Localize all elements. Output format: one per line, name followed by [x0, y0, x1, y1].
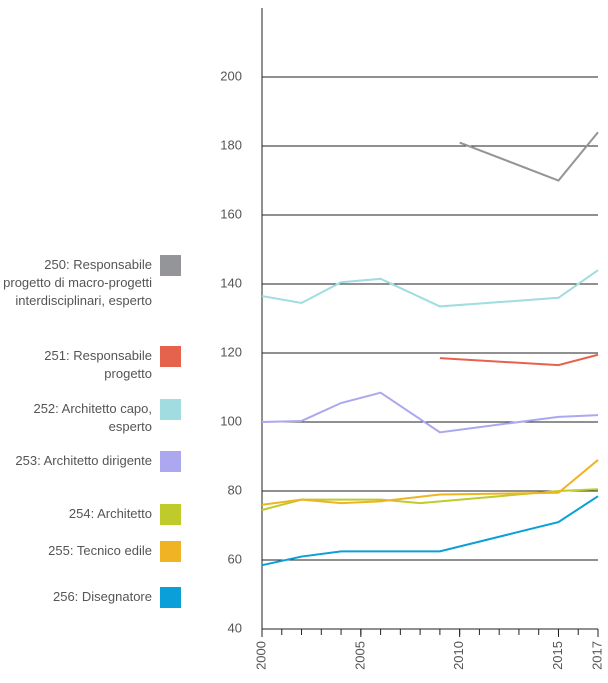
legend-label: 252: Architetto capo, esperto — [33, 401, 152, 434]
series-line — [261, 391, 599, 434]
y-tick-label: 200 — [220, 68, 242, 83]
x-tick-label: 2015 — [550, 641, 565, 670]
legend-label: 255: Tecnico edile — [48, 543, 152, 558]
y-tick-label: 100 — [220, 413, 242, 428]
legend-swatch — [160, 504, 181, 525]
legend-label: 256: Disegnatore — [52, 589, 152, 604]
legend-swatch — [160, 399, 181, 420]
legend-label: 254: Architetto — [68, 506, 152, 521]
legend-item: 255: Tecnico edile — [0, 541, 181, 562]
legend-item: 256: Disegnatore — [0, 587, 181, 608]
x-tick-label: 2010 — [451, 641, 466, 670]
legend-swatch — [160, 451, 181, 472]
series-line — [459, 131, 599, 182]
y-tick-label: 120 — [220, 344, 242, 359]
legend-item: 250: Responsabile progetto di macro-prog… — [0, 255, 181, 310]
x-tick-label: 2017 — [589, 641, 604, 670]
y-tick-label: 140 — [220, 275, 242, 290]
series-line — [261, 495, 599, 567]
series-line — [261, 269, 599, 308]
y-tick-label: 80 — [228, 482, 242, 497]
series-line — [439, 353, 599, 367]
legend-swatch — [160, 587, 181, 608]
y-tick-label: 60 — [228, 551, 242, 566]
legend-item: 254: Architetto — [0, 504, 181, 525]
y-tick-label: 180 — [220, 137, 242, 152]
x-tick-label: 2000 — [253, 641, 268, 670]
legend-swatch — [160, 541, 181, 562]
y-tick-label: 40 — [228, 620, 242, 635]
legend-item: 252: Architetto capo, esperto — [0, 399, 181, 436]
legend-swatch — [160, 255, 181, 276]
legend-label: 251: Responsabile progetto — [44, 348, 152, 381]
y-tick-label: 160 — [220, 206, 242, 221]
legend-item: 253: Architetto dirigente — [0, 451, 181, 472]
legend-label: 250: Responsabile progetto di macro-prog… — [3, 257, 152, 308]
legend-swatch — [160, 346, 181, 367]
legend-item: 251: Responsabile progetto — [0, 346, 181, 383]
legend-label: 253: Architetto dirigente — [15, 453, 152, 468]
series-line — [261, 459, 599, 506]
x-tick-label: 2005 — [352, 641, 367, 670]
